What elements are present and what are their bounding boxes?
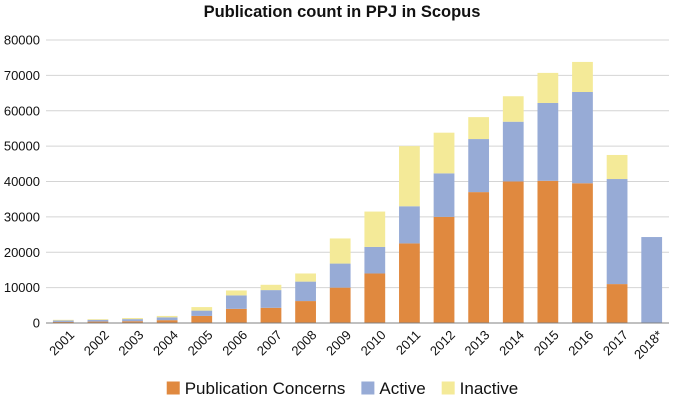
x-tick-label: 2014 (496, 327, 527, 358)
bar-active-2002 (87, 319, 109, 322)
x-tick-label: 2007 (254, 327, 285, 358)
legend-label: Inactive (460, 379, 519, 398)
bar-active-2008 (295, 281, 316, 302)
bar-publication-concerns-2002 (87, 321, 109, 323)
bar-inactive-2003 (122, 318, 143, 320)
bar-publication-concerns-2007 (260, 307, 282, 323)
bar-inactive-2013 (468, 117, 490, 140)
x-tick-label: 2015 (531, 327, 562, 358)
y-tick-label: 70000 (4, 68, 40, 83)
bar-inactive-2007 (260, 284, 282, 291)
x-tick-label: 2018* (631, 327, 666, 362)
y-tick-label: 30000 (4, 209, 40, 224)
x-tick-label: 2011 (393, 327, 423, 357)
bar-inactive-2004 (156, 315, 178, 318)
x-axis-tick-labels: 2001 2002 2003 2004 2005 2006 2007 2008 2009 2010… (46, 327, 665, 362)
bar-inactive-2002 (87, 319, 109, 320)
bar-inactive-2011 (399, 146, 420, 207)
bar-active-2006 (225, 295, 247, 309)
x-tick-label: 2009 (323, 327, 354, 358)
bar-publication-concerns-2010 (364, 273, 386, 323)
bar-active-2004 (156, 317, 178, 321)
y-axis-tick-labels: 0 10000 20000 30000 40000 50000 60000 70000 8000… (4, 33, 40, 331)
y-tick-label: 20000 (4, 245, 40, 260)
bar-publication-concerns-2008 (295, 301, 316, 323)
legend: Publication Concerns Active Inactive (166, 379, 519, 398)
y-tick-label: 10000 (4, 280, 40, 295)
bar-inactive-2016 (572, 61, 593, 93)
legend-swatch (166, 381, 180, 395)
bar-active-2007 (260, 290, 282, 308)
bar-active-2001 (52, 320, 74, 322)
x-tick-label: 2010 (358, 327, 389, 358)
x-tick-label: 2004 (150, 327, 181, 358)
bar-inactive-2015 (537, 72, 559, 103)
bar-active-2018 (641, 237, 663, 323)
legend-label: Publication Concerns (185, 379, 346, 398)
bar-active-2014 (502, 121, 524, 182)
bar-active-2009 (329, 263, 351, 288)
y-tick-label: 40000 (4, 174, 40, 189)
x-tick-label: 2001 (46, 327, 77, 358)
x-tick-label: 2008 (288, 327, 319, 358)
bar-active-2016 (572, 92, 593, 184)
bar-inactive-2006 (225, 290, 247, 296)
x-tick-label: 2006 (219, 327, 250, 358)
bar-active-2003 (122, 319, 143, 322)
x-tick-label: 2002 (81, 327, 112, 358)
x-tick-label: 2005 (185, 327, 216, 358)
bar-publication-concerns-2006 (225, 308, 247, 323)
bar-inactive-2014 (502, 96, 524, 122)
bar-publication-concerns-2005 (191, 315, 213, 323)
bar-inactive-2008 (295, 273, 316, 282)
bar-inactive-2005 (191, 307, 213, 311)
bar-active-2017 (606, 179, 628, 285)
bar-publication-concerns-2004 (156, 320, 178, 323)
chart-title: Publication count in PPJ in Scopus (204, 3, 481, 21)
y-tick-label: 60000 (4, 103, 40, 118)
y-tick-label: 0 (33, 316, 40, 331)
y-tick-label: 80000 (4, 33, 40, 48)
x-tick-label: 2012 (427, 327, 458, 358)
bar-publication-concerns-2015 (537, 180, 559, 323)
bar-publication-concerns-2012 (433, 216, 455, 323)
legend-swatch (441, 381, 455, 395)
bar-inactive-2010 (364, 211, 386, 247)
bar-publication-concerns-2017 (606, 284, 628, 323)
x-tick-label: 2016 (565, 327, 596, 358)
bar-active-2013 (468, 139, 490, 193)
bar-active-2012 (433, 173, 455, 217)
bar-active-2015 (537, 102, 559, 181)
legend-swatch (361, 381, 375, 395)
x-tick-label: 2017 (600, 327, 631, 358)
y-tick-label: 50000 (4, 139, 40, 154)
bar-publication-concerns-2001 (52, 321, 74, 323)
gridlines (46, 39, 669, 289)
bar-inactive-2009 (329, 238, 351, 264)
legend-label: Active (379, 379, 425, 398)
bar-publication-concerns-2013 (468, 192, 490, 323)
bar-publication-concerns-2011 (399, 243, 420, 323)
bar-inactive-2012 (433, 132, 455, 174)
bars (52, 61, 663, 323)
bar-active-2010 (364, 246, 386, 274)
bar-active-2005 (191, 310, 213, 316)
bar-publication-concerns-2003 (122, 321, 143, 323)
bar-publication-concerns-2014 (502, 181, 524, 323)
x-tick-label: 2003 (115, 327, 146, 358)
bar-inactive-2001 (52, 319, 74, 321)
bar-publication-concerns-2016 (572, 183, 593, 323)
bar-inactive-2017 (606, 154, 628, 180)
bar-active-2011 (399, 206, 420, 244)
bar-publication-concerns-2009 (329, 287, 351, 323)
x-tick-label: 2013 (461, 327, 492, 358)
